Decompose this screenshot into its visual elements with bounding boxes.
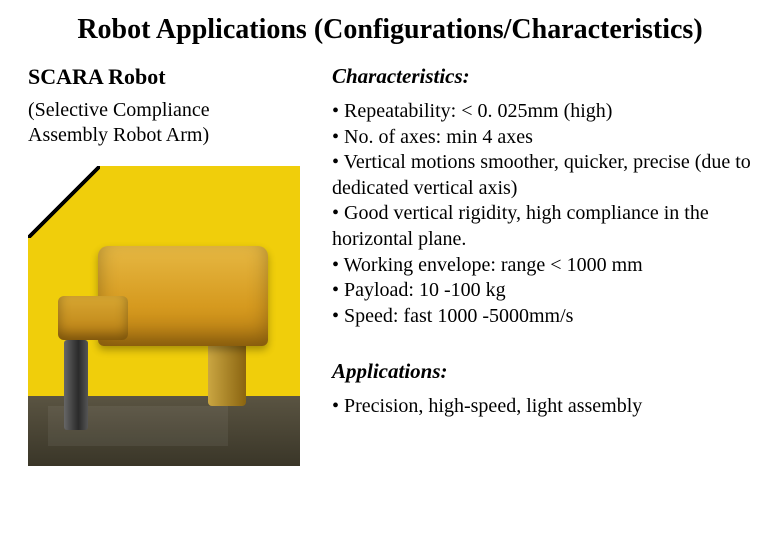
slide-title: Robot Applications (Configurations/Chara… (0, 0, 780, 56)
characteristics-list: • Repeatability: < 0. 025mm (high) • No.… (332, 99, 762, 329)
char-bullet: • Repeatability: < 0. 025mm (high) (332, 99, 762, 125)
fullname-line1: (Selective Compliance (28, 99, 210, 121)
char-bullet: • Vertical motions smoother, quicker, pr… (332, 150, 762, 201)
app-bullet: • Precision, high-speed, light assembly (332, 394, 762, 420)
char-bullet: • Good vertical rigidity, high complianc… (332, 201, 762, 252)
content-area: SCARA Robot (Selective Compliance Assemb… (0, 56, 780, 466)
robot-fullname: (Selective Compliance Assembly Robot Arm… (28, 98, 318, 148)
robot-image (28, 166, 300, 466)
fullname-line2: Assembly Robot Arm) (28, 124, 209, 146)
robot-name: SCARA Robot (28, 64, 318, 90)
char-bullet: • Working envelope: range < 1000 mm (332, 253, 762, 279)
characteristics-header: Characteristics: (332, 64, 762, 89)
char-bullet: • Payload: 10 -100 kg (332, 278, 762, 304)
applications-header: Applications: (332, 359, 762, 384)
applications-list: • Precision, high-speed, light assembly (332, 394, 762, 420)
left-column: SCARA Robot (Selective Compliance Assemb… (28, 64, 318, 466)
right-column: Characteristics: • Repeatability: < 0. 0… (318, 64, 762, 466)
char-bullet: • Speed: fast 1000 -5000mm/s (332, 304, 762, 330)
char-bullet: • No. of axes: min 4 axes (332, 125, 762, 151)
